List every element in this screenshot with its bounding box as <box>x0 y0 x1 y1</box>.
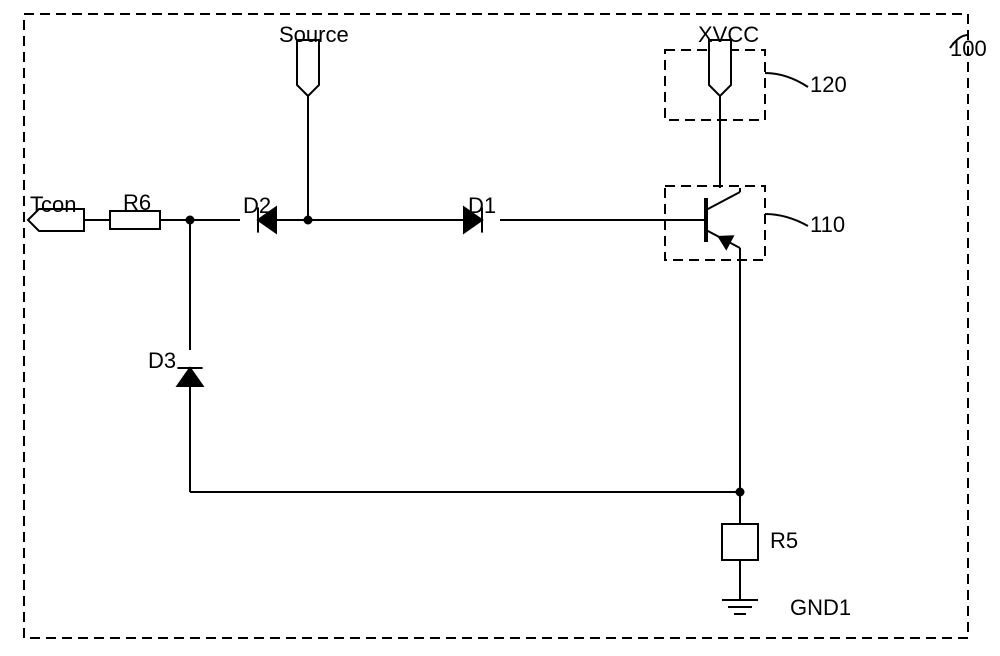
label-r5: R5 <box>770 528 798 553</box>
label-r6: R6 <box>123 190 151 215</box>
outer-boundary <box>24 14 968 638</box>
label-xvcc: XVCC <box>698 22 759 47</box>
label-d3: D3 <box>148 348 176 373</box>
label-ref-120: 120 <box>810 72 847 97</box>
label-d1: D1 <box>468 193 496 218</box>
label-tcon: Tcon <box>30 192 76 217</box>
tag-source <box>297 40 319 96</box>
tag-xvcc <box>709 40 731 96</box>
q1-collector <box>706 192 740 210</box>
node-0 <box>186 216 195 225</box>
label-source: Source <box>279 22 349 47</box>
label-d2: D2 <box>243 193 271 218</box>
lead-120 <box>765 73 808 87</box>
label-ref-100: 100 <box>950 36 987 61</box>
node-2 <box>736 488 745 497</box>
label-ref-110: 110 <box>810 212 845 237</box>
node-1 <box>304 216 313 225</box>
diode-d3-triangle <box>177 368 202 386</box>
label-gnd: GND1 <box>790 595 851 620</box>
resistor-r5 <box>722 524 758 560</box>
dashed-box-q1 <box>665 186 765 260</box>
lead-110 <box>765 214 808 226</box>
